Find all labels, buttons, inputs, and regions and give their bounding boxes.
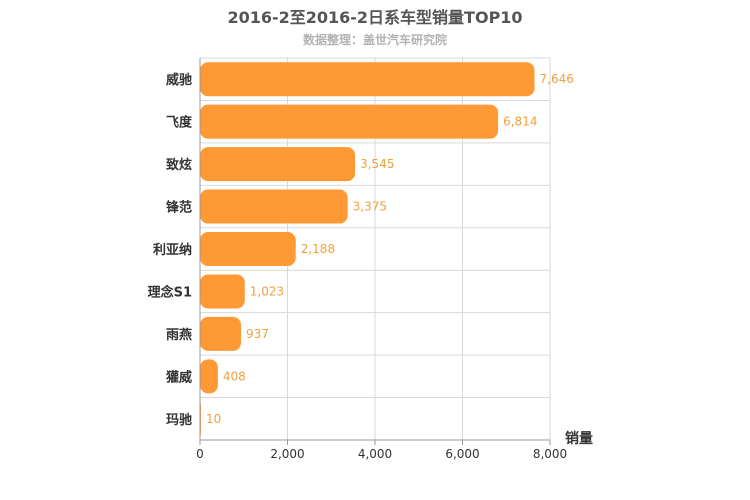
x-tick-label: 8,000 xyxy=(533,447,567,461)
x-axis-title: 销量 xyxy=(565,430,593,447)
category-label: 玛驰 xyxy=(166,413,192,428)
category-label: 锋范 xyxy=(166,200,192,216)
bar xyxy=(200,62,535,97)
data-label: 7,646 xyxy=(540,72,574,86)
bar xyxy=(200,104,499,139)
bar xyxy=(200,359,218,394)
x-tick-label: 0 xyxy=(196,447,204,461)
bar xyxy=(200,316,241,351)
data-label: 10 xyxy=(206,412,221,426)
bar xyxy=(200,232,296,266)
category-label: 雨燕 xyxy=(166,327,192,343)
bar-layer xyxy=(200,62,535,436)
data-label: 408 xyxy=(223,369,246,383)
chart-title: 2016-2至2016-2日系车型销量TOP10 xyxy=(227,8,523,27)
x-tick-label: 6,000 xyxy=(445,447,479,461)
label-layer: 7,646 6,814 3,545 3,375 2,188 1,023 937 408 10 xyxy=(206,72,574,426)
bar xyxy=(200,189,348,224)
category-label: 致炫 xyxy=(166,157,192,173)
category-label: 飞度 xyxy=(166,115,193,131)
chart-subtitle: 数据整理：盖世汽车研究院 xyxy=(302,33,447,47)
data-label: 6,814 xyxy=(503,115,537,129)
data-label: 1,023 xyxy=(250,284,284,298)
x-tick-label: 4,000 xyxy=(358,447,392,461)
category-label: 威驰 xyxy=(166,72,192,88)
data-label: 3,545 xyxy=(360,157,394,171)
data-label: 3,375 xyxy=(353,200,387,214)
data-label: 2,188 xyxy=(301,242,335,256)
category-label: 理念S1 xyxy=(148,284,192,300)
bar xyxy=(200,147,356,182)
data-label: 937 xyxy=(246,327,269,341)
bar xyxy=(200,274,245,309)
category-label: 利亚纳 xyxy=(153,242,192,258)
category-label: 獾威 xyxy=(165,369,192,385)
x-tick-label: 2,000 xyxy=(270,447,304,461)
